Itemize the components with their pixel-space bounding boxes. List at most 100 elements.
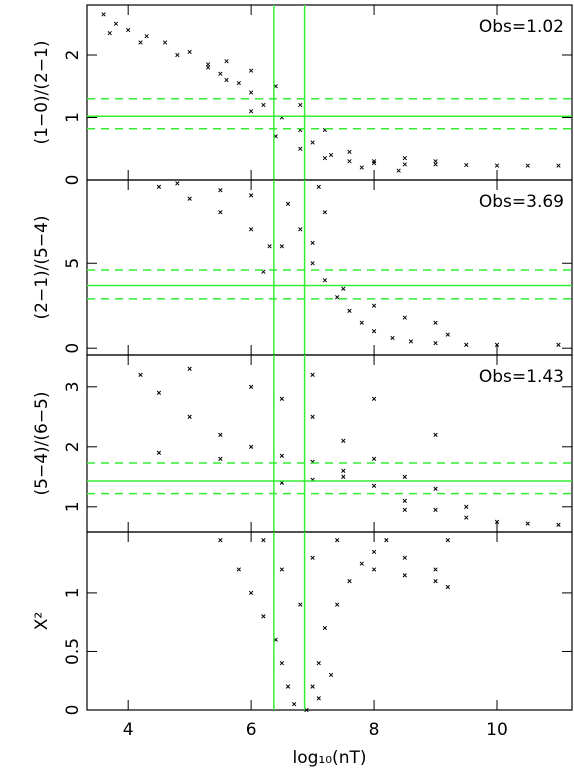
point — [556, 342, 561, 347]
point — [218, 71, 223, 76]
point — [285, 684, 291, 689]
point — [310, 140, 315, 145]
point — [298, 227, 303, 232]
point — [341, 438, 346, 443]
point — [464, 162, 469, 168]
point — [371, 159, 377, 164]
point — [371, 329, 377, 334]
point — [433, 320, 438, 325]
point — [162, 40, 168, 45]
point — [310, 414, 315, 419]
point — [341, 474, 346, 479]
y-tick-label: 2 — [63, 441, 83, 452]
point — [390, 335, 395, 341]
point — [279, 661, 285, 666]
x-tick-label: 10 — [486, 720, 508, 740]
point — [494, 163, 500, 168]
point — [359, 165, 364, 170]
point — [494, 519, 500, 524]
y-tick-label: 0 — [63, 705, 83, 716]
point — [433, 159, 438, 164]
point — [218, 188, 223, 193]
point — [218, 210, 223, 215]
y-tick-label: 3 — [63, 381, 83, 392]
point — [310, 261, 315, 266]
y-axis-label: X² — [32, 612, 52, 630]
y-axis-label: (5−4)/(6−5) — [32, 391, 52, 495]
y-tick-label: 5 — [63, 258, 83, 269]
x-tick-label: 4 — [123, 720, 134, 740]
point — [347, 159, 352, 164]
point — [347, 149, 352, 155]
point — [298, 102, 303, 108]
point — [187, 414, 192, 419]
y-tick-label: 0.5 — [63, 638, 83, 665]
point — [248, 193, 254, 198]
point — [218, 432, 223, 437]
point — [525, 163, 530, 168]
point — [494, 342, 500, 347]
point — [224, 59, 229, 64]
point — [328, 152, 334, 158]
y-tick-label: 1 — [63, 112, 83, 123]
point — [310, 372, 315, 377]
point — [322, 625, 328, 631]
point — [371, 303, 377, 308]
point — [138, 40, 143, 45]
point — [341, 286, 346, 291]
point — [347, 308, 352, 313]
point — [248, 590, 254, 596]
point — [138, 372, 143, 377]
point — [445, 538, 450, 543]
point — [408, 339, 414, 344]
point — [261, 102, 266, 108]
point — [156, 450, 162, 455]
point — [310, 684, 315, 689]
point — [328, 672, 334, 678]
point — [107, 30, 112, 36]
point — [279, 244, 285, 249]
point — [445, 332, 450, 337]
y-axis-label: (1−0)/(2−1) — [32, 40, 52, 144]
point — [187, 196, 192, 201]
point — [433, 162, 438, 167]
point — [445, 584, 450, 590]
point — [261, 538, 266, 543]
point — [236, 80, 241, 86]
point — [224, 77, 229, 83]
point — [285, 201, 291, 206]
point — [292, 701, 297, 707]
point — [556, 163, 561, 168]
point — [187, 49, 192, 55]
point — [310, 555, 315, 560]
point — [279, 567, 285, 572]
point — [335, 538, 340, 543]
point — [402, 498, 407, 503]
point — [322, 155, 328, 161]
point — [371, 483, 377, 488]
point — [279, 396, 285, 401]
point — [384, 538, 389, 543]
point — [359, 561, 364, 566]
point — [433, 507, 438, 512]
point — [371, 567, 377, 572]
point — [156, 390, 162, 395]
obs-label: Obs=3.69 — [479, 192, 564, 212]
y-tick-label: 0 — [63, 343, 83, 354]
y-tick-label: 1 — [63, 501, 83, 512]
point — [113, 21, 119, 26]
point — [248, 68, 254, 73]
point — [335, 295, 340, 300]
obs-label: Obs=1.02 — [479, 17, 564, 37]
point — [218, 456, 223, 461]
point — [316, 184, 321, 189]
point — [402, 155, 407, 161]
point — [187, 366, 192, 371]
point — [248, 109, 254, 114]
point — [433, 340, 438, 346]
point — [402, 315, 407, 320]
point — [322, 210, 328, 215]
point — [402, 573, 407, 578]
point — [279, 453, 285, 458]
